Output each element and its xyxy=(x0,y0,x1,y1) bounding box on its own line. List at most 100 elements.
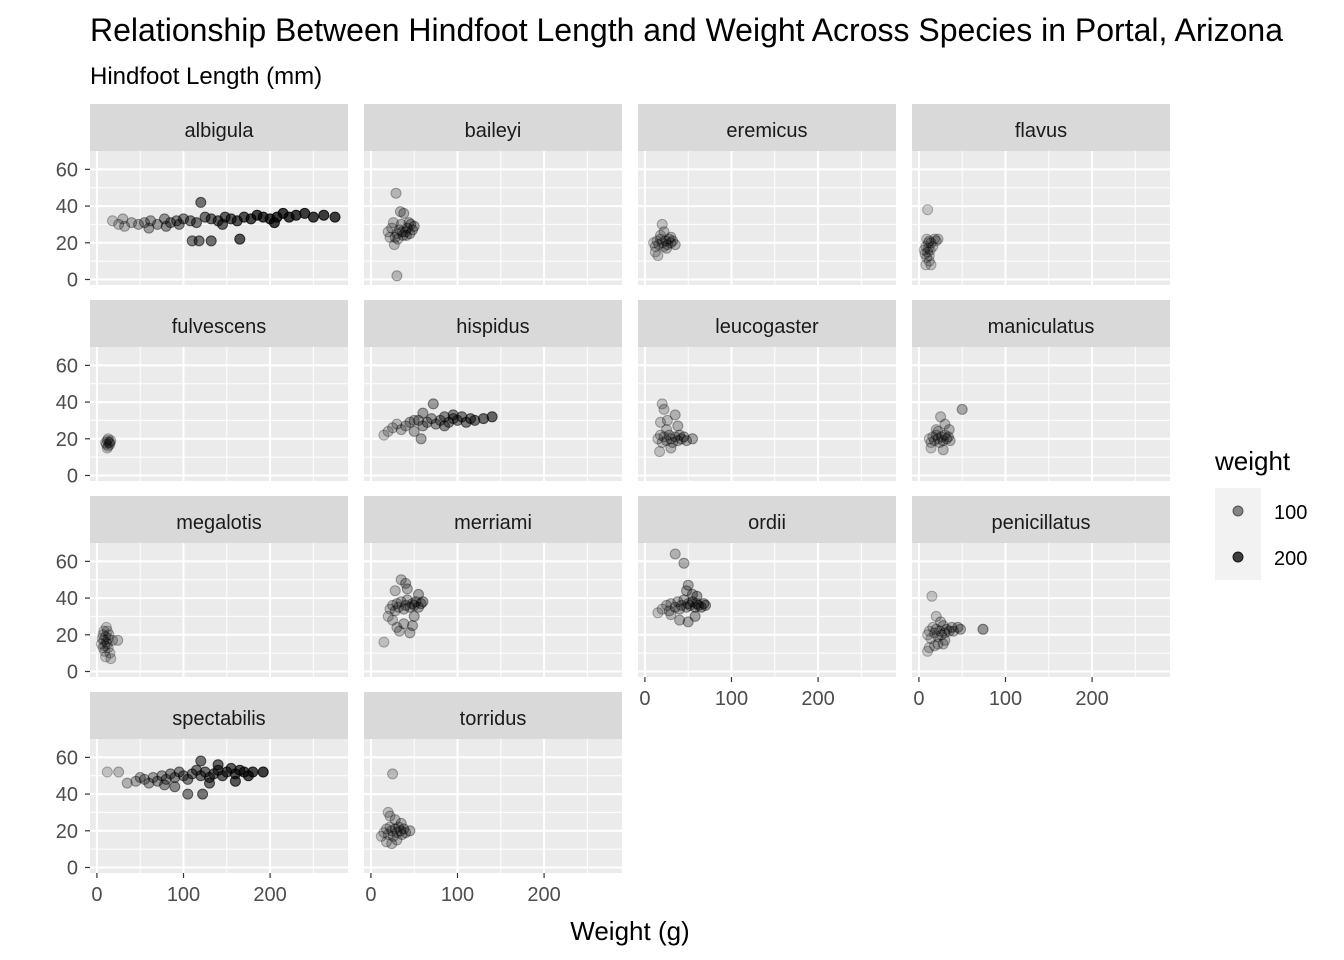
y-tick-label: 20 xyxy=(56,429,78,451)
y-tick-label: 0 xyxy=(67,465,78,487)
data-point xyxy=(932,433,944,445)
data-point xyxy=(391,418,403,430)
panel-background xyxy=(364,543,622,677)
data-point xyxy=(382,829,394,840)
data-point xyxy=(378,636,390,648)
data-point xyxy=(384,231,396,243)
data-point xyxy=(400,577,412,589)
data-point xyxy=(674,614,686,626)
facet-penicillatus: penicillatus 0 100 200 xyxy=(912,496,1170,710)
facet-strip xyxy=(638,104,896,151)
data-point xyxy=(268,217,280,229)
facet-strip-label: eremicus xyxy=(726,120,807,142)
data-point xyxy=(654,446,666,458)
data-point xyxy=(103,629,115,641)
data-point xyxy=(395,574,407,586)
data-point xyxy=(398,823,410,835)
data-point xyxy=(257,766,269,778)
data-point xyxy=(656,218,668,230)
x-axis-title: Weight (g) xyxy=(570,916,689,946)
data-point xyxy=(104,647,116,659)
y-tick-label: 0 xyxy=(67,269,78,291)
data-point xyxy=(404,228,416,240)
x-tick-label: 200 xyxy=(527,884,560,906)
data-point xyxy=(405,218,417,230)
data-point xyxy=(935,431,947,443)
data-point xyxy=(922,237,934,249)
facet-strip-label: spectabilis xyxy=(172,708,265,730)
data-point xyxy=(439,411,450,423)
data-point xyxy=(669,431,681,443)
data-point xyxy=(687,433,698,445)
data-point xyxy=(387,768,399,780)
data-point xyxy=(139,773,150,785)
facet-strip xyxy=(912,104,1170,151)
data-point xyxy=(661,242,673,254)
data-point xyxy=(426,413,437,425)
facet-strip-label: penicillatus xyxy=(992,512,1091,534)
data-point xyxy=(404,416,416,428)
data-point xyxy=(655,416,666,428)
data-point xyxy=(178,770,189,782)
panel-background xyxy=(638,543,896,677)
data-point xyxy=(658,241,670,252)
data-point xyxy=(126,217,138,229)
data-point xyxy=(382,425,394,437)
data-point xyxy=(684,599,696,611)
data-point xyxy=(922,629,934,641)
data-point xyxy=(389,823,401,835)
data-point xyxy=(678,557,690,569)
data-point xyxy=(407,620,418,632)
data-point xyxy=(100,636,112,648)
data-point xyxy=(678,431,690,443)
data-point xyxy=(417,420,429,432)
data-point xyxy=(663,429,675,441)
y-tick-label: 60 xyxy=(56,355,78,377)
facet-strip-label: torridus xyxy=(460,708,527,730)
data-point xyxy=(672,435,684,447)
data-point xyxy=(691,590,703,602)
data-point xyxy=(107,634,118,646)
data-point xyxy=(391,621,403,633)
data-point xyxy=(698,598,710,610)
facet-megalotis: megalotis 0 20 40 60 xyxy=(56,496,348,683)
data-point xyxy=(667,235,679,247)
data-point xyxy=(413,588,424,600)
data-point xyxy=(382,806,394,818)
facet-strip xyxy=(364,300,622,347)
data-point xyxy=(918,244,930,256)
data-point xyxy=(107,215,118,227)
legend-title: weight xyxy=(1214,446,1291,476)
y-tick-label: 60 xyxy=(56,551,78,573)
data-point xyxy=(413,601,424,613)
data-point xyxy=(408,425,420,437)
data-point xyxy=(665,609,677,621)
data-point xyxy=(382,610,394,622)
data-point xyxy=(929,435,940,447)
data-point xyxy=(927,621,939,633)
data-point xyxy=(672,596,684,608)
data-point xyxy=(700,599,711,611)
x-tick-label: 0 xyxy=(91,884,102,906)
facet-hispidus: hispidus xyxy=(364,300,622,481)
data-point xyxy=(932,233,944,245)
data-point xyxy=(104,437,116,448)
panel-background xyxy=(364,739,622,873)
data-point xyxy=(486,411,498,423)
data-point xyxy=(929,640,940,652)
data-point xyxy=(95,638,107,650)
data-point xyxy=(921,233,933,245)
data-point xyxy=(922,246,934,258)
data-point xyxy=(387,422,399,434)
data-point xyxy=(665,237,677,249)
data-point xyxy=(941,623,953,635)
data-point xyxy=(939,627,951,639)
data-point xyxy=(925,437,937,448)
data-point xyxy=(101,638,113,650)
panel-background xyxy=(90,347,348,481)
data-point xyxy=(944,435,956,447)
data-point xyxy=(682,579,694,591)
legend-key-100 xyxy=(1232,505,1244,517)
data-point xyxy=(942,431,954,443)
data-point xyxy=(400,226,412,238)
